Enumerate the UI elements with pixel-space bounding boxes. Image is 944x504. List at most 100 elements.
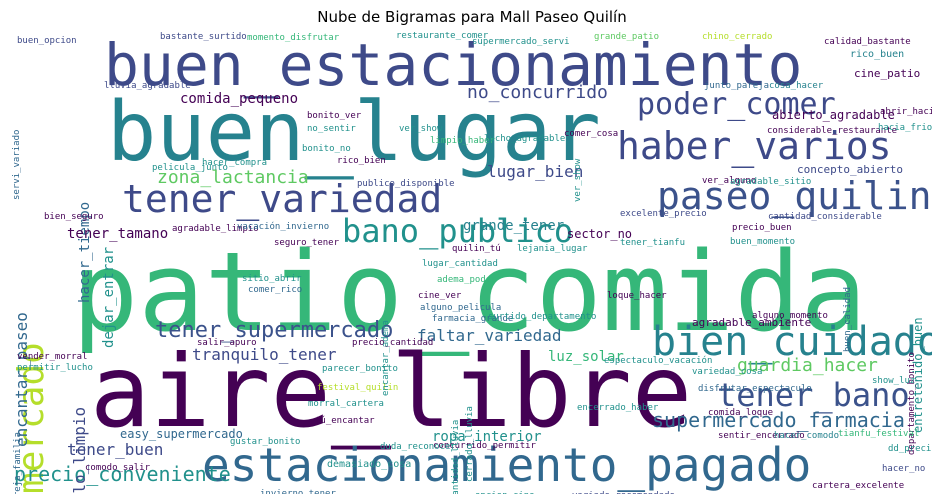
bigram-alguno-pelicula: alguno_pelicula: [420, 303, 502, 313]
bigram-dejar-entrar: dejar_entrar: [101, 246, 117, 349]
bigram-sentir-encerrado: sentir_encerrado: [718, 431, 805, 441]
bigram-disfrutar-espectaculo: disfrutar_espectaculo: [698, 384, 812, 394]
bigram-chino-cerrado: chino_cerrado: [702, 32, 773, 42]
bigram-sitio-abrir: sitio_abrir: [242, 274, 302, 284]
bigram-comodo-salir: comodo_salir: [85, 463, 151, 473]
bigram-ver-show: ver_show: [573, 158, 583, 203]
bigram-buen-estacionamiento: buen_estacionamiento: [104, 32, 803, 99]
bigram-agradable-limpio: agradable_limpio: [172, 224, 259, 234]
bigram-tener-tamano: tener_tamano: [67, 226, 169, 242]
bigram-rico-bien: rico_bien: [337, 156, 386, 166]
bigram-abierto-agradable: abierto_agradable: [772, 108, 895, 122]
bigram-precio-cantidad: precio_cantidad: [352, 338, 434, 348]
bigram-grande-tener: grande_tener: [463, 218, 565, 234]
bigram-cine-ver: cine_ver: [418, 291, 462, 301]
bigram-lugar-cantidad: lugar_cantidad: [422, 259, 498, 269]
bigram-farmacia-grande: farmacia_grande: [432, 314, 514, 324]
bigram-zona-lactancia: zona_lactancia: [157, 167, 309, 188]
bigram-excelente-precio: excelente_precio: [620, 209, 707, 219]
bigram-parecer-bonito: parecer_bonito: [322, 364, 398, 374]
bigram-concurrido-permitir: concurrido_permitir: [433, 441, 536, 451]
bigram-paseo-quilin: paseo_quilin: [657, 174, 932, 218]
bigram-estacionamiento-pagado: estacionamiento_pagado: [202, 438, 812, 492]
bigram-tener-variedad: tener_variedad: [122, 177, 443, 221]
bigram-hacer-comodo: hacer_comodo: [774, 431, 840, 441]
bigram-ver-show: ver_show: [399, 124, 443, 134]
bigram-lugar-bien: lugar_bien: [487, 162, 584, 181]
bigram-agradable-sitio: agradable_sitio: [730, 177, 812, 187]
bigram-abrir-hacia: abrir_hacia: [880, 107, 932, 117]
bigram-agradable-ambiente: agradable_ambiente: [692, 316, 812, 329]
bigram-buen-momento: buen_momento: [730, 237, 796, 247]
bigram-encantar-adema: encantar_adema: [381, 319, 391, 396]
bigram-morral-cartera: morral_cartera: [308, 399, 384, 409]
bigram-surtido-departamento: surtido_departamento: [488, 312, 597, 322]
bigram-encantar-paseo: encantar_paseo: [12, 311, 31, 447]
bigram-grande-patio: grande_patio: [594, 32, 660, 42]
bigram-easy-supermercado: easy_supermercado: [120, 427, 243, 441]
bigram-cantidad-lluvia: cantidad_lluvia: [451, 419, 461, 494]
bigram-invierno-tener: invierno_tener: [260, 489, 336, 495]
bigram-seguro-tener: seguro_tener: [274, 238, 340, 248]
bigram-tianfu-festival: tianfu_festival: [838, 429, 920, 439]
word-cloud: patio_comida aire_libre buen_lugar buen_est…: [12, 32, 932, 494]
bigram-cantidad-considerable: cantidad_considerable: [768, 212, 882, 222]
bigram-lluvia-agradable: lluvia_agradable: [104, 81, 191, 91]
bigram-tener-supermercado: tener_supermercado: [155, 318, 394, 343]
bigram-loque-hacer: loque_hacer: [607, 291, 667, 301]
bigram-calidad-bastante: calidad_bastante: [824, 37, 911, 47]
bigram-servi-variado: servi_variado: [12, 129, 22, 201]
bigram-comida-pequeno: comida_pequeno: [180, 91, 299, 107]
bigram-tranquilo-tener: tranquilo_tener: [192, 345, 337, 364]
bigram-tener-bano: tener_bano: [717, 376, 910, 414]
bigram-t-encantar: tú_encantar: [315, 416, 375, 426]
bigram-buen-lugar: buen_lugar: [107, 85, 601, 180]
bigram-ver-alguno: ver_alguno: [702, 176, 757, 186]
bigram-faltar-variedad: faltar_variedad: [417, 326, 562, 345]
bigram-bien-seguro: bien_seguro: [44, 212, 104, 222]
bigram-festival-quilin: festival_quilin: [317, 383, 399, 393]
bigram-tener-tianfu: tener_tianfu: [620, 238, 686, 248]
bigram-precio-conveniente: precio_conveniente: [14, 462, 231, 486]
bigram-tener-buen: tener_buen: [67, 440, 164, 459]
bigram-cine-patio: cine_patio: [854, 67, 921, 80]
bigram-sector-no: sector_no: [567, 227, 633, 241]
bigram-precio-buen: precio_buen: [732, 223, 792, 233]
bigram-show-luz: show_luz: [872, 376, 916, 386]
bigram-restaurante-comer: restaurante_comer: [396, 32, 489, 41]
bigram-vender-morral: vender_morral: [17, 352, 88, 362]
bigram-buen-calidad: buen_calidad: [843, 286, 853, 353]
bigram-pareja-familia: pareja_familia: [13, 431, 23, 494]
bigram-variado-recomendado: variado_recomendado: [572, 492, 675, 495]
bigram-aire-libre: aire_libre: [90, 333, 693, 450]
bigram-limpio-haber: limpio_haber: [430, 136, 496, 146]
bigram-hacer-no: hacer_no: [882, 464, 926, 474]
bigram-publico-disponible: publico_disponible: [357, 179, 455, 189]
bigram-haber-varios: haber_varios: [617, 124, 892, 168]
bigram-dd-precio: dd_precio: [888, 444, 932, 454]
bigram-momento-disfrutar: momento_disfrutar: [247, 33, 340, 43]
bigram-comer-rico: comer_rico: [248, 285, 303, 295]
bigram-quilin-t-: quilin_tú: [452, 244, 501, 254]
bigram-adema-poder: adema_poder: [437, 275, 497, 285]
bigram-ropa-interior: ropa_interior: [432, 429, 542, 445]
bigram-pelicula-junto: pelicula_junto: [152, 163, 228, 173]
figure-title: Nube de Bigramas para Mall Paseo Quilín: [317, 8, 627, 26]
bigram-comida-loque: comida_loque: [708, 408, 774, 418]
bigram-hacia-frio: hacia_frio: [878, 123, 932, 133]
bigram-guardia-hacer: guardia_hacer: [737, 355, 878, 376]
bigram-bien-cuidado: bien_cuidado: [652, 319, 932, 365]
bigram-encerrado-haber: encerrado_haber: [577, 403, 659, 413]
bigram-supermercado-farmacia: supermercado_farmacia: [652, 408, 905, 432]
bigram-cerrado-lluvia: cerrado_lluvia: [465, 405, 475, 482]
bigram-bastante-surtido: bastante_surtido: [160, 32, 247, 42]
bigram-lejania-lugar: lejania_lugar: [517, 244, 588, 254]
bigram-demasiado-cosa: demasiado_cosa: [327, 459, 412, 470]
bigram-considerable-restaurante: considerable_restaurante: [767, 126, 898, 136]
bigram-supermercado-servi: supermercado_servi: [472, 37, 570, 47]
bigram-gustar-bonito: gustar_bonito: [230, 437, 301, 447]
bigram-duda-reconocer: duda_reconocer: [380, 442, 456, 452]
bigram-salir-apuro: salir_apuro: [197, 338, 257, 348]
bigram-cartera-excelente: cartera_excelente: [812, 481, 905, 491]
